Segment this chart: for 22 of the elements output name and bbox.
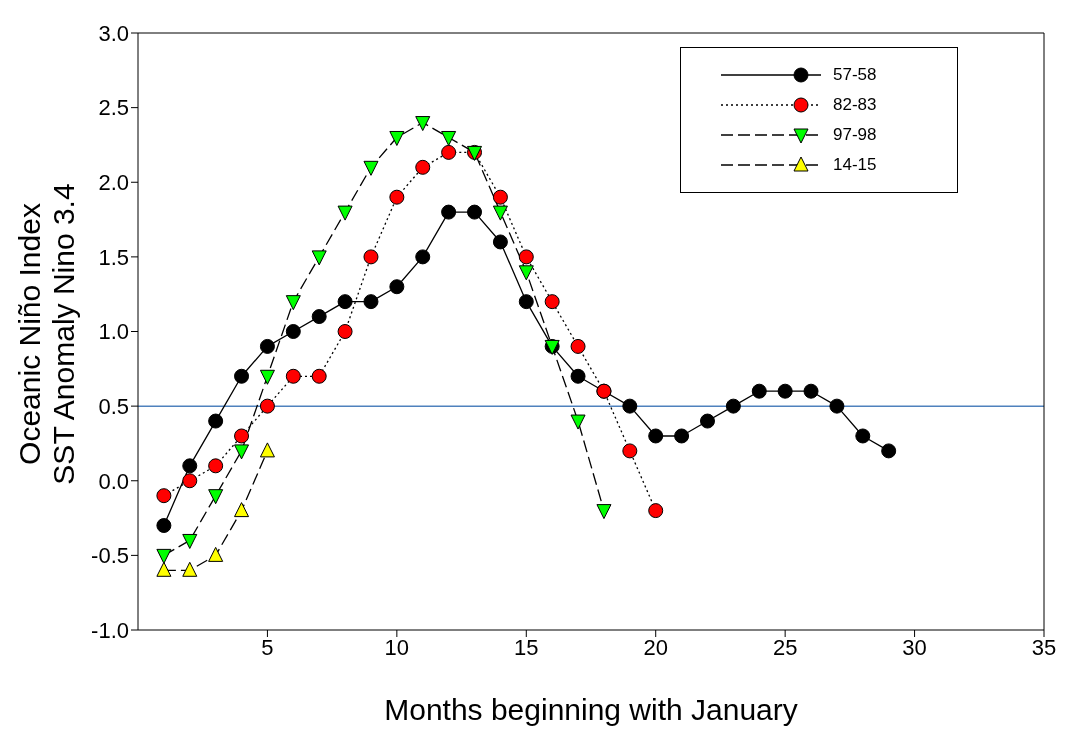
y-tick-label: 1.5 [98,244,129,270]
y-tick-label: -1.0 [91,617,129,643]
y-axis-title: Oceanic Niño Index SST Anomaly Nino 3.4 [13,183,80,485]
x-axis-title: Months beginning with January [384,693,798,726]
y-tick-label: 1.0 [98,319,129,345]
y-tick-label: 2.0 [98,170,129,196]
y-tick-label: 2.5 [98,95,129,121]
y-tick-label: -0.5 [91,543,129,569]
y-tick-label: 0.5 [98,393,129,419]
legend-label: 82-83 [833,95,877,115]
legend-label: 14-15 [833,155,877,175]
x-tick-label: 15 [514,634,539,660]
legend-label: 97-98 [833,125,877,145]
y-tick-label: 0.0 [98,468,129,494]
x-tick-label: 25 [772,634,798,660]
x-tick-label: 10 [384,634,410,660]
x-tick-label: 5 [261,634,274,660]
legend-label: 57-58 [833,65,877,85]
x-tick-label: 35 [1031,634,1057,660]
x-tick-label: 30 [902,634,927,660]
y-tick-label: 3.0 [98,20,129,46]
x-tick-label: 20 [643,634,668,660]
